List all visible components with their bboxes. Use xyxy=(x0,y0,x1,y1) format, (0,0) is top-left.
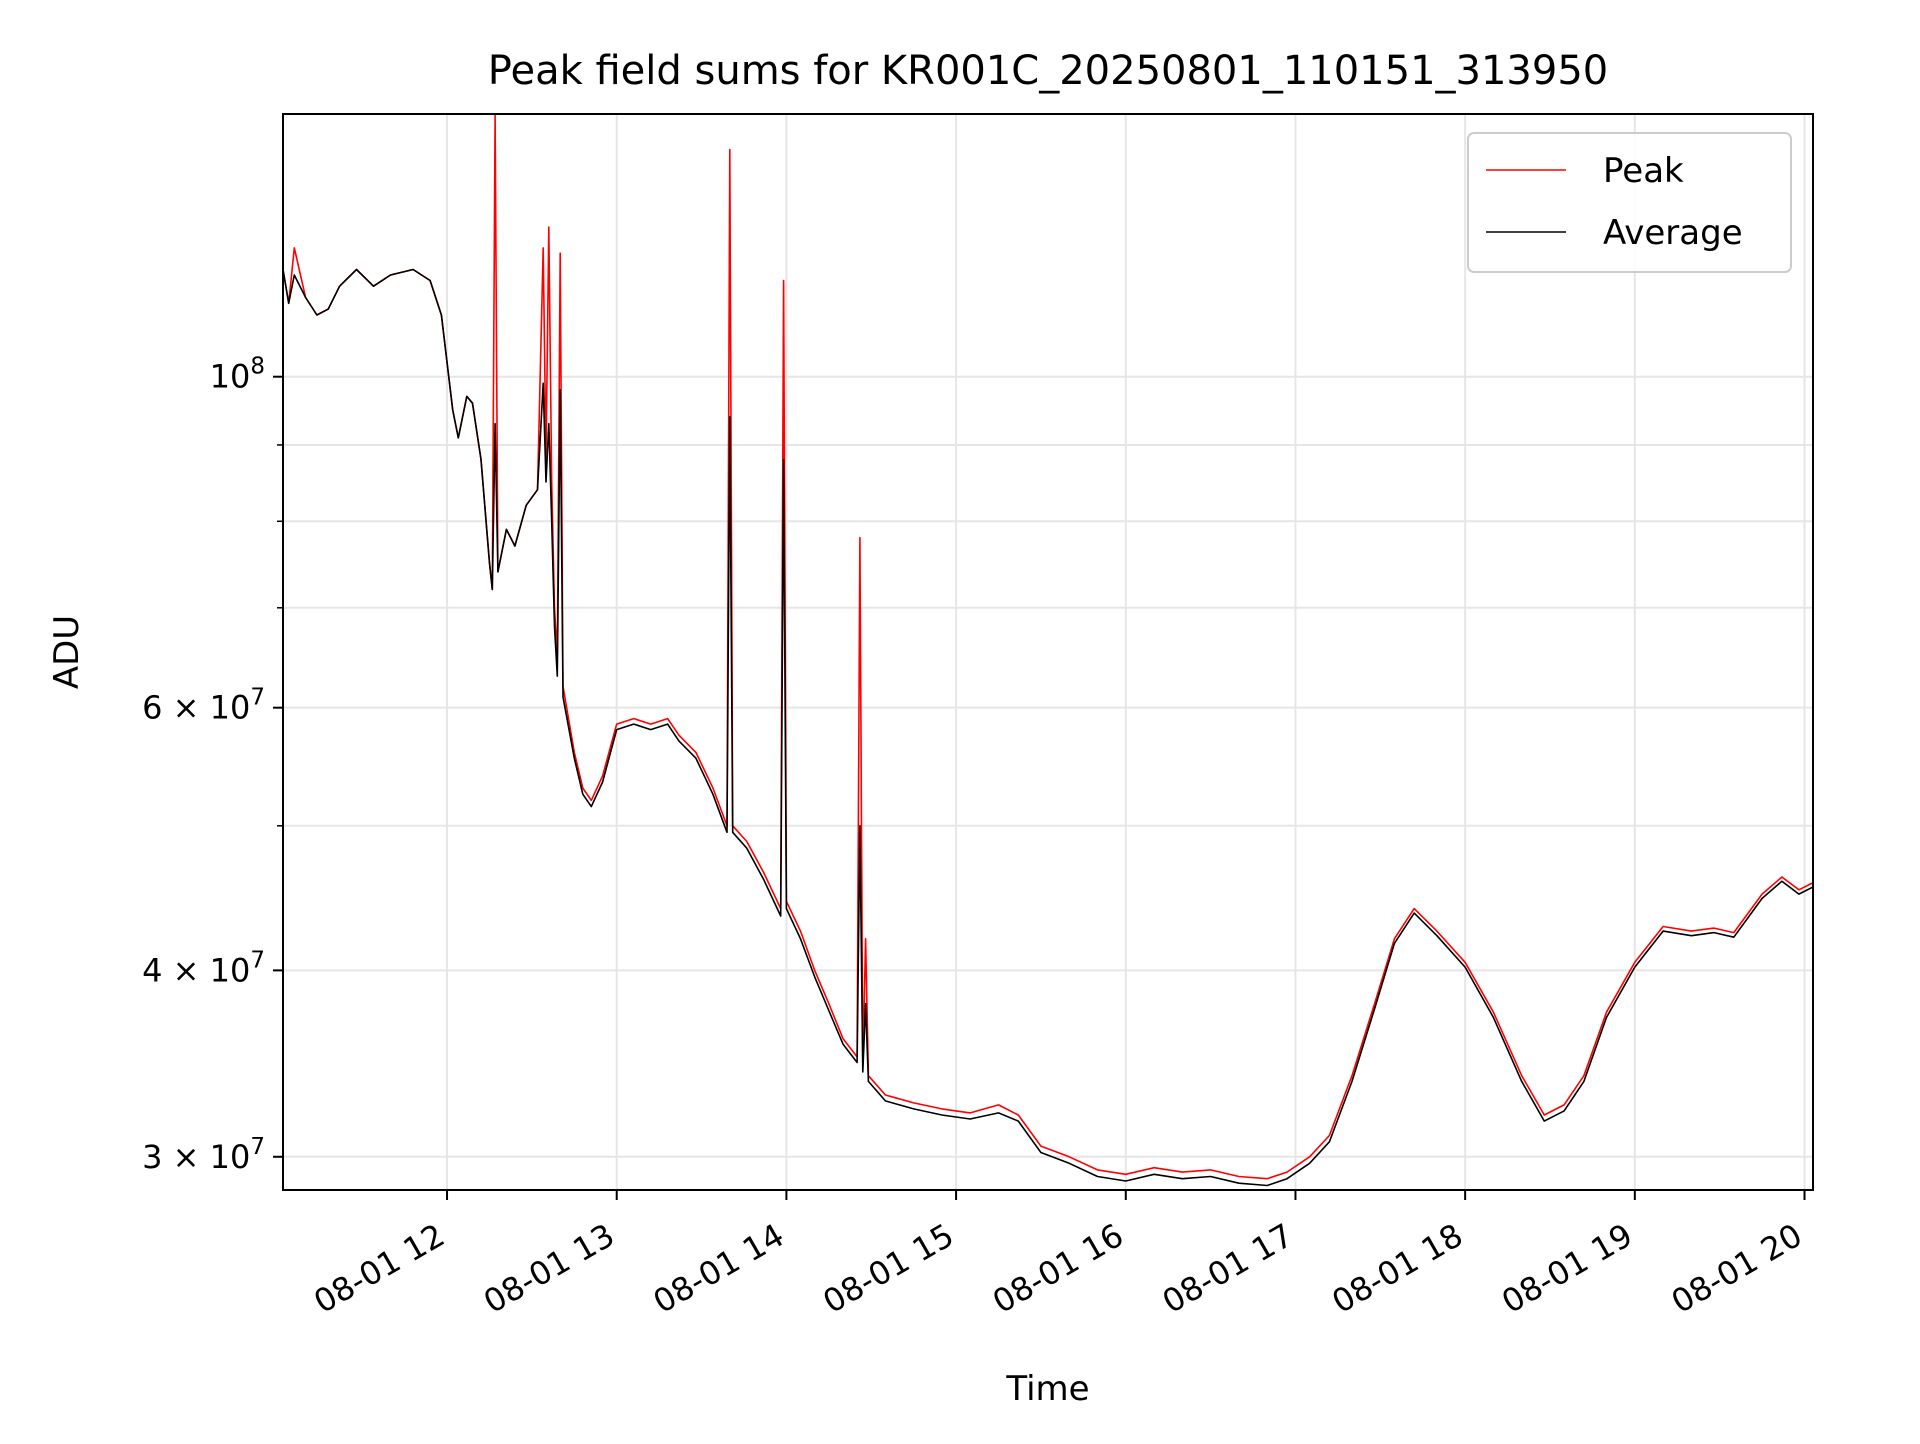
legend-average-label: Average xyxy=(1603,213,1743,253)
legend-peak-label: Peak xyxy=(1603,151,1684,191)
x-axis-label: Time xyxy=(1005,1369,1089,1409)
plot-frame xyxy=(282,113,1814,1191)
grid-layer xyxy=(283,114,1813,1190)
y-axis-label: ADU xyxy=(47,615,87,689)
legend-box xyxy=(1467,132,1792,273)
series-layer xyxy=(283,114,1813,1187)
series-line-average xyxy=(283,268,1813,1187)
y-tick-label: 6 × 107 xyxy=(142,685,265,727)
y-tick-label: 4 × 107 xyxy=(142,947,265,989)
legend: Peak Average xyxy=(1467,132,1792,273)
chart-title: Peak field sums for KR001C_20250801_1101… xyxy=(488,48,1608,94)
y-tick-label: 3 × 107 xyxy=(142,1134,265,1176)
y-tick-label: 108 xyxy=(210,354,265,396)
